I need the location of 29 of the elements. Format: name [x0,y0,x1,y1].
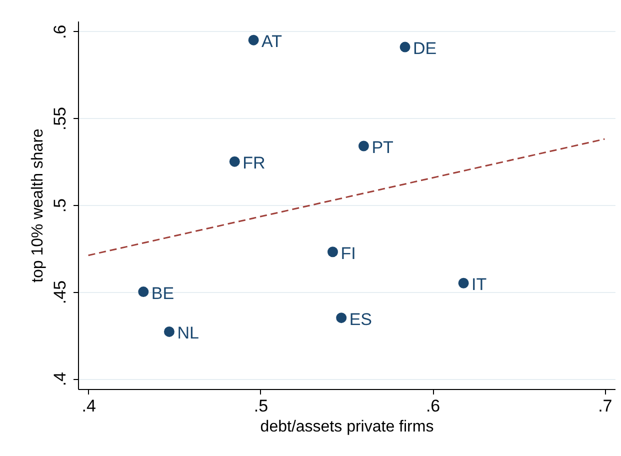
annotation: DE [413,39,437,58]
annotation: BE [151,284,174,303]
y-axis-title: top 10% wealth share [30,128,46,282]
annotation: ES [349,310,372,329]
annotation: AT [262,32,282,52]
point [336,312,347,324]
x-tick-label: .6 [426,396,440,416]
point [327,246,338,258]
x-axis-title: debt/assets private firms [260,418,434,436]
point [358,140,369,152]
annotation: FI [340,244,356,263]
y-tick-label: .4 [50,372,70,386]
x-tick-label: .5 [254,396,268,416]
point [138,286,149,298]
point [458,278,469,288]
point [164,326,174,337]
point [229,156,240,167]
point [248,34,259,46]
y-tick-label: .45 [50,280,70,304]
annotation: PT [372,138,394,157]
point [400,42,410,52]
annotation: FR [242,154,266,173]
x-tick-label: .4 [82,396,96,416]
x-tick-label: .7 [598,396,612,416]
y-tick-label: .5 [50,198,70,213]
annotation: IT [472,275,487,294]
y-tick-label: .55 [50,106,70,131]
y-tick-label: .6 [50,24,70,40]
annotation: NL [177,324,199,343]
